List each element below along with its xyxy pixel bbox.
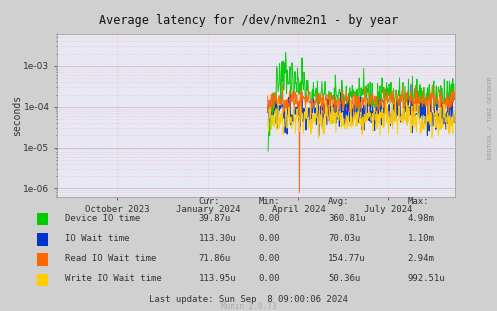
- Text: 71.86u: 71.86u: [199, 254, 231, 263]
- Text: Cur:: Cur:: [199, 197, 220, 206]
- Text: 113.30u: 113.30u: [199, 234, 237, 243]
- Text: Munin 2.0.73: Munin 2.0.73: [221, 302, 276, 311]
- Text: Min:: Min:: [258, 197, 280, 206]
- Text: 70.03u: 70.03u: [328, 234, 360, 243]
- Text: 2.94m: 2.94m: [408, 254, 434, 263]
- Text: Last update: Sun Sep  8 09:00:06 2024: Last update: Sun Sep 8 09:00:06 2024: [149, 295, 348, 304]
- Text: 50.36u: 50.36u: [328, 274, 360, 283]
- Text: 360.81u: 360.81u: [328, 214, 366, 223]
- Text: 154.77u: 154.77u: [328, 254, 366, 263]
- Text: 1.10m: 1.10m: [408, 234, 434, 243]
- Text: 0.00: 0.00: [258, 234, 280, 243]
- Text: 0.00: 0.00: [258, 274, 280, 283]
- Text: Average latency for /dev/nvme2n1 - by year: Average latency for /dev/nvme2n1 - by ye…: [99, 14, 398, 27]
- Text: 39.87u: 39.87u: [199, 214, 231, 223]
- Text: IO Wait time: IO Wait time: [65, 234, 129, 243]
- Text: 113.95u: 113.95u: [199, 274, 237, 283]
- Text: Read IO Wait time: Read IO Wait time: [65, 254, 156, 263]
- Text: 992.51u: 992.51u: [408, 274, 445, 283]
- Text: Avg:: Avg:: [328, 197, 349, 206]
- Text: 4.98m: 4.98m: [408, 214, 434, 223]
- Text: 0.00: 0.00: [258, 214, 280, 223]
- Text: 0.00: 0.00: [258, 254, 280, 263]
- Text: Write IO Wait time: Write IO Wait time: [65, 274, 162, 283]
- Y-axis label: seconds: seconds: [12, 95, 22, 137]
- Text: Device IO time: Device IO time: [65, 214, 140, 223]
- Text: RRDTOOL / TOBI OETIKER: RRDTOOL / TOBI OETIKER: [487, 77, 492, 160]
- Text: Max:: Max:: [408, 197, 429, 206]
